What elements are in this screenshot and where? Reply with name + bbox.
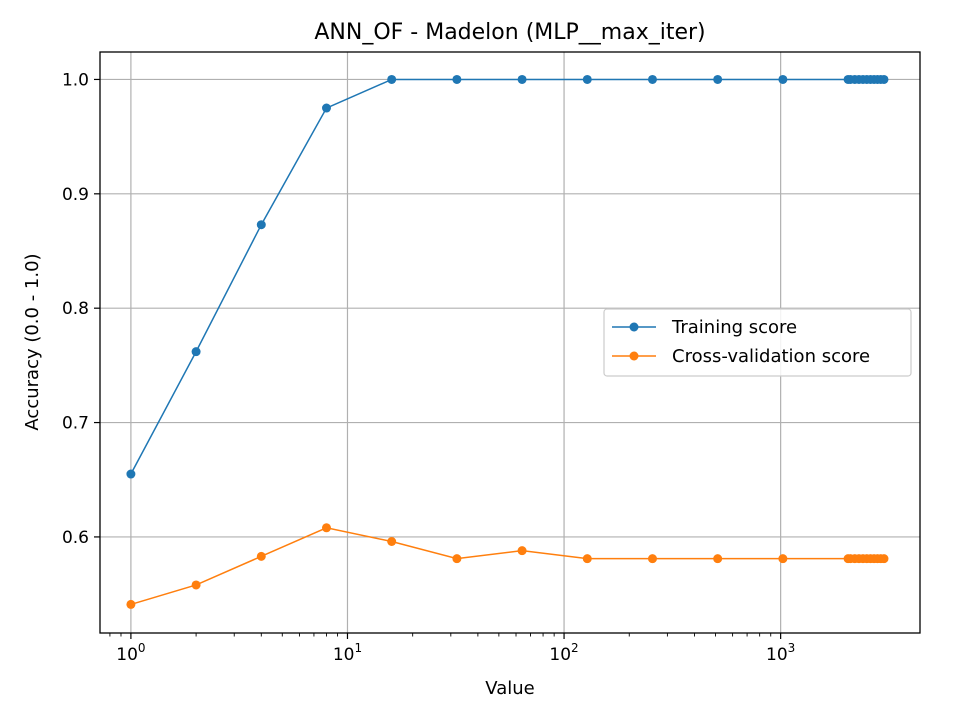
y-axis-ticks: 0.6 0.7 0.8 0.9 1.0 bbox=[62, 70, 100, 548]
y-tick: 0.9 bbox=[62, 185, 100, 205]
data-point bbox=[582, 74, 592, 84]
legend: Training score Cross-validation score bbox=[603, 308, 912, 377]
data-point bbox=[126, 599, 136, 609]
data-point bbox=[517, 74, 527, 84]
data-point bbox=[517, 546, 527, 556]
x-axis-ticks: 100 101 102 103 bbox=[116, 633, 795, 665]
data-point bbox=[321, 523, 331, 533]
y-axis-label: Accuracy (0.0 - 1.0) bbox=[22, 253, 43, 430]
plot-frame bbox=[99, 51, 921, 634]
legend-label-cv: Cross-validation score bbox=[672, 346, 870, 367]
data-point bbox=[126, 469, 136, 479]
y-tick: 1.0 bbox=[62, 70, 100, 90]
x-axis-label: Value bbox=[485, 678, 534, 699]
legend-marker-cv bbox=[629, 351, 639, 361]
data-point bbox=[647, 554, 657, 564]
x-tick-label: 102 bbox=[549, 641, 578, 665]
series-group bbox=[126, 74, 889, 609]
x-tick-label: 103 bbox=[766, 641, 795, 665]
x-tick-label: 100 bbox=[116, 641, 145, 665]
data-point bbox=[191, 580, 201, 590]
x-tick: 102 bbox=[549, 633, 579, 665]
y-tick-label: 1.0 bbox=[62, 70, 89, 90]
data-point bbox=[452, 554, 462, 564]
y-tick-label: 0.7 bbox=[62, 414, 89, 434]
x-tick-label: 101 bbox=[333, 641, 362, 665]
data-point bbox=[256, 220, 266, 230]
data-point bbox=[713, 554, 723, 564]
y-tick: 0.8 bbox=[62, 299, 100, 319]
y-tick-label: 0.9 bbox=[62, 185, 89, 205]
y-tick: 0.7 bbox=[62, 414, 100, 434]
data-point bbox=[387, 537, 397, 547]
y-tick-label: 0.6 bbox=[62, 528, 89, 548]
series-training bbox=[126, 74, 889, 479]
data-point bbox=[191, 347, 201, 357]
data-point bbox=[256, 551, 266, 561]
data-point bbox=[879, 554, 889, 564]
series-cross-validation bbox=[126, 523, 889, 609]
data-point bbox=[713, 74, 723, 84]
data-point bbox=[778, 554, 788, 564]
data-point bbox=[879, 74, 889, 84]
y-tick-label: 0.8 bbox=[62, 299, 89, 319]
legend-label-training: Training score bbox=[671, 317, 797, 338]
y-tick: 0.6 bbox=[62, 528, 100, 548]
legend-box bbox=[603, 308, 912, 377]
x-tick: 103 bbox=[766, 633, 795, 665]
data-point bbox=[321, 103, 331, 113]
x-minor-ticks bbox=[109, 633, 772, 637]
data-point bbox=[778, 74, 788, 84]
legend-marker-training bbox=[629, 322, 639, 332]
data-point bbox=[582, 554, 592, 564]
chart-title: ANN_OF - Madelon (MLP__max_iter) bbox=[314, 20, 705, 45]
data-point bbox=[647, 74, 657, 84]
data-point bbox=[387, 74, 397, 84]
x-tick: 100 bbox=[116, 633, 146, 665]
x-tick: 101 bbox=[333, 633, 362, 665]
data-point bbox=[452, 74, 462, 84]
